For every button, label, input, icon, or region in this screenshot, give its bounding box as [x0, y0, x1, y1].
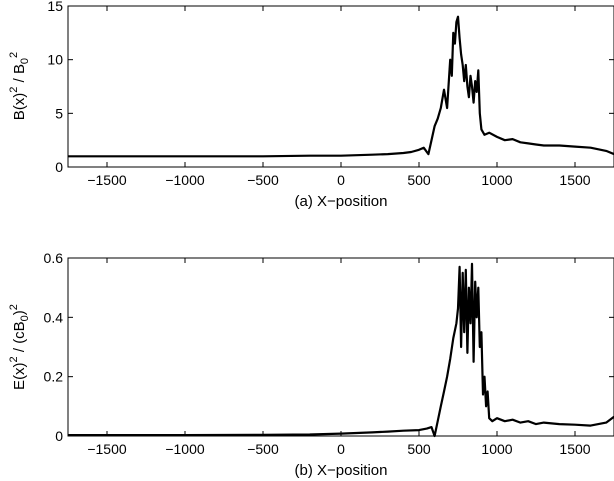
- ylab-a-main: B(x): [11, 93, 28, 121]
- y-tick-label-b-3: 0.6: [44, 250, 64, 266]
- x-tick-label-b-2: −500: [247, 441, 279, 457]
- y-tick-label-a-3: 15: [47, 0, 63, 14]
- x-tick-label-a-1: −1000: [165, 172, 205, 188]
- series-line-b: [68, 262, 614, 438]
- x-tick-label-b-4: 500: [407, 441, 431, 457]
- ylab-b-mid: / (cB: [11, 321, 28, 356]
- y-tick-label-b-0: 0: [55, 428, 63, 444]
- ylab-b-close: ): [11, 310, 28, 315]
- x-tick-label-a-0: −1500: [87, 172, 127, 188]
- x-tick-label-b-6: 1500: [559, 441, 590, 457]
- ylab-b-sup1: 2: [8, 356, 20, 362]
- x-tick-label-a-6: 1500: [559, 172, 590, 188]
- y-axis-label-a: B(x)2 / B02: [8, 52, 31, 120]
- panel-a: −1500 −1000 −500 0 500 1000 1500 0 5 10 15 (a) X−p…: [8, 0, 614, 210]
- y-axis-label-b: E(x)2 / (cB0)2: [8, 304, 31, 390]
- x-axis-label-b: (b) X−position: [295, 462, 388, 479]
- ylab-a-mid: / B: [11, 64, 28, 87]
- x-ticks-a: −1500 −1000 −500 0 500 1000 1500 0 5 10 15: [47, 0, 614, 188]
- x-axis-label-a: (a) X−position: [295, 193, 388, 210]
- y-tick-label-b-2: 0.4: [44, 309, 64, 325]
- x-tick-label-a-5: 1000: [481, 172, 512, 188]
- x-tick-label-b-1: −1000: [165, 441, 205, 457]
- x-tick-label-a-3: 0: [337, 172, 345, 188]
- ylab-a-sup1: 2: [8, 87, 20, 93]
- y-tick-label-b-1: 0.2: [44, 369, 64, 385]
- x-tick-label-a-2: −500: [247, 172, 279, 188]
- y-tick-label-a-0: 0: [55, 159, 63, 175]
- y-tick-label-a-2: 10: [47, 52, 63, 68]
- x-tick-label-b-3: 0: [337, 441, 345, 457]
- x-ticks-b: −1500 −1000 −500 0 500 1000 1500 0 0.2 0.4 0.6: [44, 250, 614, 457]
- ylab-b-sub: 0: [19, 315, 31, 321]
- x-tick-label-b-5: 1000: [481, 441, 512, 457]
- ylab-b-main: E(x): [11, 362, 28, 390]
- panel-b: −1500 −1000 −500 0 500 1000 1500 0 0.2 0.4 0.6 (b)…: [8, 250, 614, 479]
- x-tick-label-b-0: −1500: [87, 441, 127, 457]
- x-tick-label-a-4: 500: [407, 172, 431, 188]
- ylab-a-sup2: 2: [8, 52, 20, 58]
- ylab-a-sub: 0: [19, 58, 31, 64]
- series-line-a: [68, 15, 614, 158]
- y-tick-label-a-1: 5: [55, 105, 63, 121]
- plot-frame-b: [67, 257, 614, 437]
- ylab-b-sup2: 2: [8, 304, 20, 310]
